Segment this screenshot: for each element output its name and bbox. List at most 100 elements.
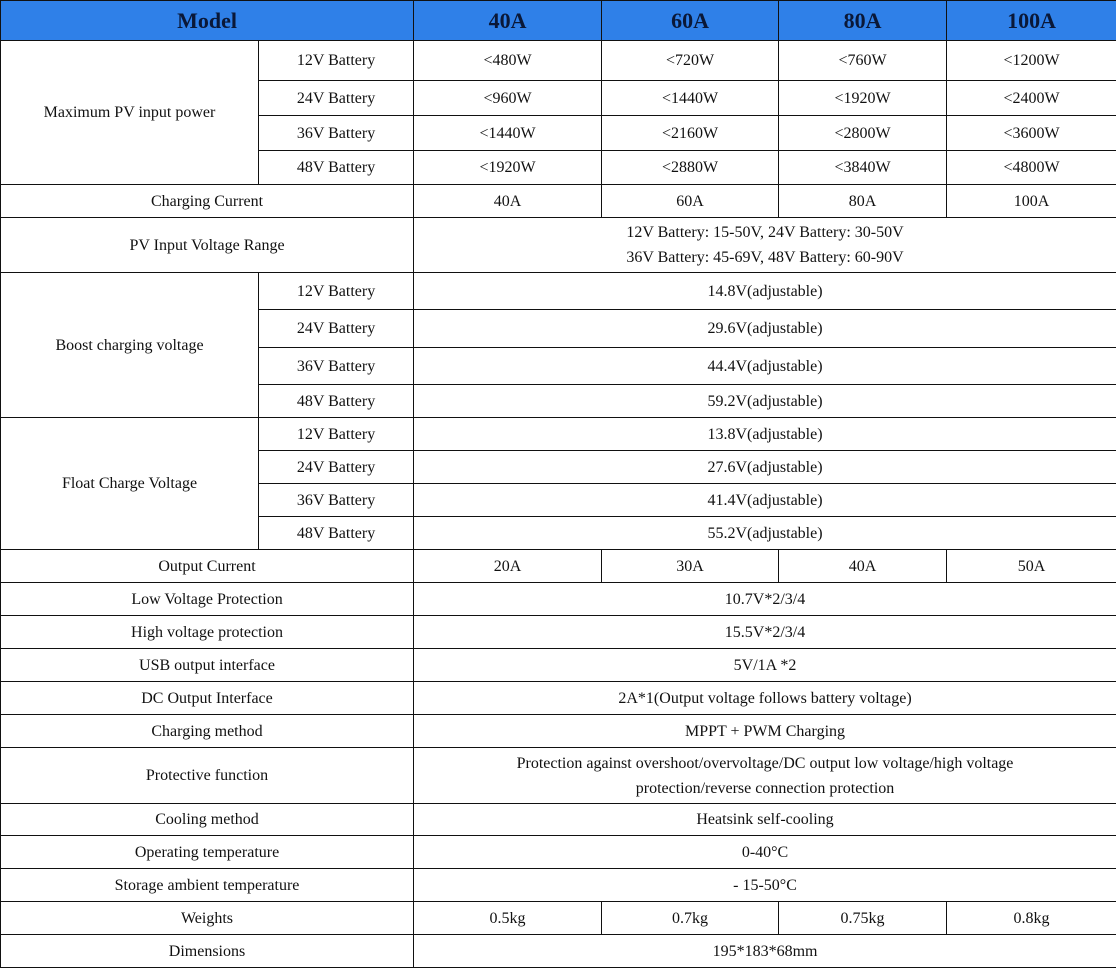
row-label: Charging Current [0, 184, 415, 218]
cell: 44.4V(adjustable) [413, 347, 1116, 385]
cell: 60A [601, 184, 780, 218]
cell: 13.8V(adjustable) [413, 417, 1116, 451]
cell: Protection against overshoot/overvoltage… [413, 747, 1116, 804]
row-label: Storage ambient temperature [0, 868, 415, 902]
cell: <480W [413, 40, 603, 81]
table-row: Protective function Protection against o… [0, 747, 1116, 804]
cell: 100A [946, 184, 1116, 218]
cell: 14.8V(adjustable) [413, 272, 1116, 310]
cell: <1440W [601, 80, 780, 116]
cell: <1200W [946, 40, 1116, 81]
cell: - 15-50°C [413, 868, 1116, 902]
table-row: 24V Battery 29.6V(adjustable) [1, 309, 1116, 348]
table-row: Maximum PV input power 12V Battery <480W… [0, 40, 1116, 185]
cell: <3840W [778, 150, 948, 185]
table-row: Output Current 20A 30A 40A 50A [0, 549, 1116, 583]
row-label: Weights [0, 901, 415, 935]
cell: 0.7kg [601, 901, 780, 935]
table-row: Weights 0.5kg 0.7kg 0.75kg 0.8kg [0, 901, 1116, 935]
row-label: Cooling method [0, 803, 415, 836]
table-row: 48V Battery 55.2V(adjustable) [1, 516, 1116, 550]
table-row: 48V Battery <1920W <2880W <3840W <4800W [1, 150, 1116, 185]
battery-label: 36V Battery [257, 347, 415, 385]
table-row: Charging Current 40A 60A 80A 100A [0, 184, 1116, 218]
cell: 30A [601, 549, 780, 583]
cell-line: 36V Battery: 45-69V, 48V Battery: 60-90V [626, 249, 904, 266]
battery-label: 48V Battery [257, 384, 415, 418]
cell: 59.2V(adjustable) [413, 384, 1116, 418]
cell: <3600W [946, 115, 1116, 151]
battery-label: 24V Battery [257, 450, 415, 484]
row-label: Float Charge Voltage [0, 417, 259, 550]
cell-line: Protection against overshoot/overvoltage… [516, 754, 1014, 772]
cell: <4800W [946, 150, 1116, 185]
cell: <760W [778, 40, 948, 81]
cell: 41.4V(adjustable) [413, 483, 1116, 517]
row-label: DC Output Interface [0, 681, 415, 715]
cell: 55.2V(adjustable) [413, 516, 1116, 550]
cell: <2880W [601, 150, 780, 185]
table-row: 36V Battery 41.4V(adjustable) [1, 483, 1116, 517]
cell: <1440W [413, 115, 603, 151]
cell: Heatsink self-cooling [413, 803, 1116, 836]
cell: 27.6V(adjustable) [413, 450, 1116, 484]
cell: 15.5V*2/3/4 [413, 615, 1116, 649]
row-label: Maximum PV input power [0, 40, 259, 185]
row-label: Operating temperature [0, 835, 415, 869]
table-row: Float Charge Voltage 12V Battery 13.8V(a… [0, 417, 1116, 550]
cell: 5V/1A *2 [413, 648, 1116, 682]
cell: <960W [413, 80, 603, 116]
cell: <2400W [946, 80, 1116, 116]
cell: 50A [946, 549, 1116, 583]
table-row: 24V Battery <960W <1440W <1920W <2400W [1, 80, 1116, 116]
row-label: Low Voltage Protection [0, 582, 415, 616]
cell: 29.6V(adjustable) [413, 309, 1116, 348]
cell: 80A [778, 184, 948, 218]
header-60a: 60A [601, 0, 780, 41]
header-40a: 40A [413, 0, 603, 41]
table-row: Storage ambient temperature - 15-50°C [0, 868, 1116, 902]
table-row: Charging method MPPT + PWM Charging [0, 714, 1116, 748]
cell: 195*183*68mm [413, 934, 1116, 968]
cell: 0.5kg [413, 901, 603, 935]
cell: 10.7V*2/3/4 [413, 582, 1116, 616]
table-row: Boost charging voltage 12V Battery 14.8V… [0, 272, 1116, 418]
table-row: 36V Battery <1440W <2160W <2800W <3600W [1, 115, 1116, 151]
row-label: Boost charging voltage [0, 272, 259, 418]
cell: <2800W [778, 115, 948, 151]
cell: 0.75kg [778, 901, 948, 935]
cell: <1920W [778, 80, 948, 116]
battery-label: 48V Battery [257, 516, 415, 550]
table-row: DC Output Interface 2A*1(Output voltage f… [0, 681, 1116, 715]
cell: 0-40°C [413, 835, 1116, 869]
cell: <720W [601, 40, 780, 81]
cell-line: protection/reverse connection protection [635, 779, 895, 797]
row-label: USB output interface [0, 648, 415, 682]
cell: 12V Battery: 15-50V, 24V Battery: 30-50V… [413, 217, 1116, 273]
header-model: Model [0, 0, 415, 41]
table-row: Cooling method Heatsink self-cooling [0, 803, 1116, 836]
cell: <2160W [601, 115, 780, 151]
table-row: High voltage protection 15.5V*2/3/4 [0, 615, 1116, 649]
cell: 2A*1(Output voltage follows battery volt… [413, 681, 1116, 715]
battery-label: 12V Battery [257, 40, 415, 81]
battery-label: 12V Battery [257, 272, 415, 310]
battery-label: 24V Battery [257, 309, 415, 348]
battery-label: 36V Battery [257, 483, 415, 517]
header-80a: 80A [778, 0, 948, 41]
row-label: Charging method [0, 714, 415, 748]
battery-label: 36V Battery [257, 115, 415, 151]
cell: 40A [413, 184, 603, 218]
row-label: High voltage protection [0, 615, 415, 649]
row-label: Dimensions [0, 934, 415, 968]
table-row: PV Input Voltage Range 12V Battery: 15-5… [0, 217, 1116, 273]
table-row: Dimensions 195*183*68mm [0, 934, 1116, 968]
battery-label: 24V Battery [257, 80, 415, 116]
header-row: Model 40A 60A 80A 100A [0, 0, 1116, 41]
cell: <1920W [413, 150, 603, 185]
cell-line: 12V Battery: 15-50V, 24V Battery: 30-50V [626, 224, 904, 241]
table-row: Operating temperature 0-40°C [0, 835, 1116, 869]
row-label: Output Current [0, 549, 415, 583]
cell: 40A [778, 549, 948, 583]
